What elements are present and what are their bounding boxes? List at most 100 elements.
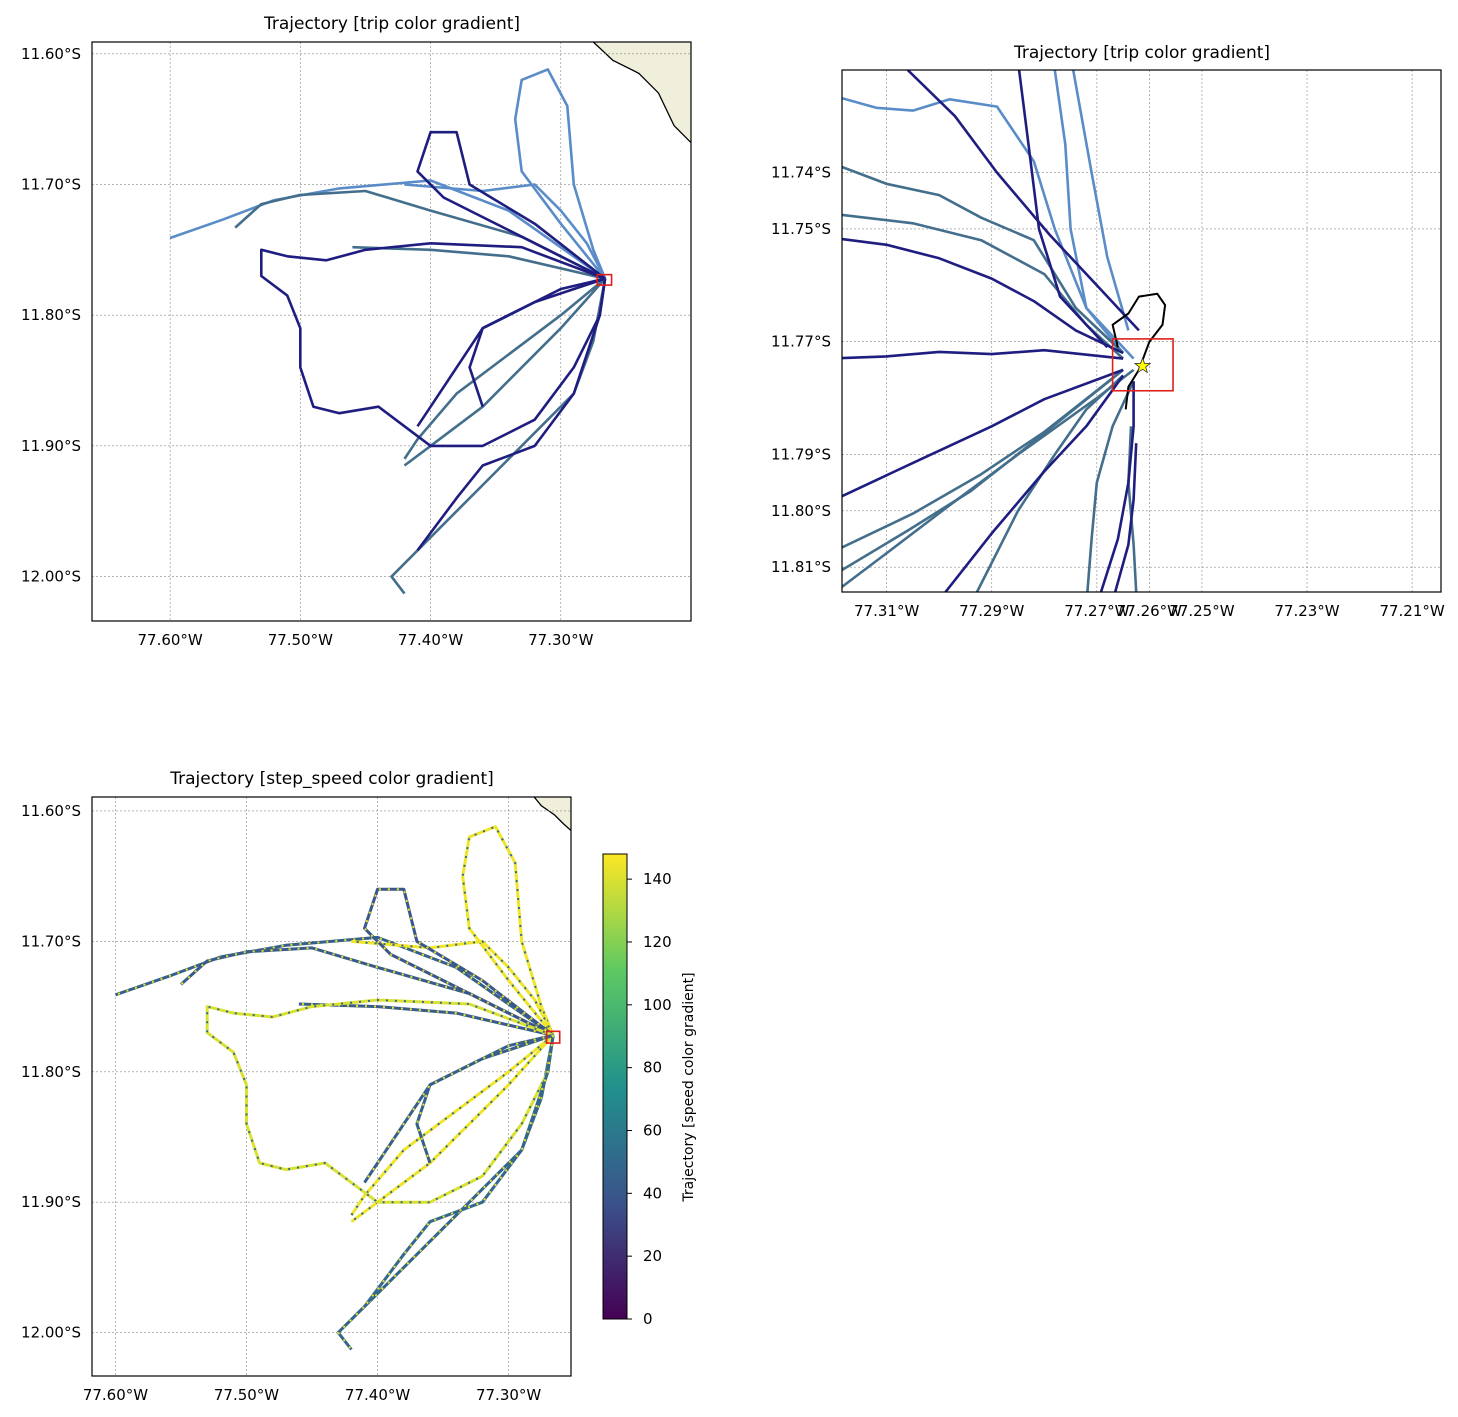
colorbar-tick-label: 80 bbox=[643, 1059, 662, 1077]
colorbar-tick-label: 100 bbox=[643, 996, 672, 1014]
trajectory-track bbox=[1111, 292, 1167, 410]
y-tick-label: 12.00°S bbox=[21, 568, 81, 586]
trajectory-track bbox=[1053, 70, 1135, 360]
y-tick-label: 11.60°S bbox=[21, 802, 81, 820]
trajectory-track bbox=[842, 237, 1124, 355]
x-tick-label: 77.40°W bbox=[398, 631, 463, 649]
trajectory-track bbox=[1071, 70, 1130, 331]
trajectory-track bbox=[842, 348, 1124, 360]
speed-colorbar: Trajectory [speed color gradient] 0 20 40 6… bbox=[602, 853, 697, 1328]
trajectory-track bbox=[1099, 381, 1135, 592]
highlight-box bbox=[545, 1030, 561, 1044]
x-tick-label: 77.27°W bbox=[1064, 602, 1129, 620]
plot-frame bbox=[91, 41, 692, 622]
trajectory-track bbox=[461, 825, 555, 1037]
plot-area bbox=[842, 70, 1441, 592]
y-tick-label: 11.75°S bbox=[771, 220, 831, 238]
trajectory-track bbox=[842, 96, 1125, 354]
plot-area bbox=[92, 797, 571, 1376]
y-tick-label: 11.70°S bbox=[21, 932, 81, 950]
y-tick-label: 11.77°S bbox=[771, 333, 831, 351]
y-tick-label: 11.79°S bbox=[771, 445, 831, 463]
trajectory-track bbox=[350, 1034, 555, 1217]
colorbar-tick-label: 40 bbox=[643, 1184, 662, 1202]
trajectory-track bbox=[944, 374, 1125, 592]
trajectory-track-speed-speckle bbox=[350, 1034, 554, 1216]
x-tick-label: 77.21°W bbox=[1379, 602, 1444, 620]
colorbar-gradient bbox=[602, 853, 628, 1320]
trajectory-track bbox=[260, 242, 607, 448]
colorbar-tick-label: 60 bbox=[643, 1121, 662, 1139]
trajectory-track-speed-speckle bbox=[363, 1035, 555, 1308]
x-tick-label: 77.60°W bbox=[83, 1386, 148, 1404]
colorbar-tick-label: 20 bbox=[643, 1247, 662, 1265]
y-tick-label: 11.70°S bbox=[21, 175, 81, 193]
trajectory-track-speed-speckle bbox=[350, 1034, 554, 1223]
y-tick-label: 11.80°S bbox=[21, 306, 81, 324]
land-mass bbox=[592, 42, 691, 144]
x-tick-label: 77.40°W bbox=[345, 1386, 410, 1404]
trajectory-track-speed-speckle bbox=[206, 998, 555, 1204]
colorbar-tick-label: 0 bbox=[643, 1310, 653, 1328]
panel-title: Trajectory [trip color gradient] bbox=[263, 14, 520, 34]
x-tick-label: 77.31°W bbox=[854, 602, 919, 620]
trajectory-track-speed-speckle bbox=[115, 936, 554, 1037]
trajectory-track-speed-speckle bbox=[351, 940, 555, 1036]
trajectory-track bbox=[350, 1034, 555, 1223]
trajectory-track bbox=[842, 165, 1124, 354]
x-tick-label: 77.50°W bbox=[268, 631, 333, 649]
colorbar-tick-label: 140 bbox=[643, 870, 672, 888]
panel-title: Trajectory [trip color gradient] bbox=[1013, 43, 1270, 63]
panel-title: Trajectory [step_speed color gradient] bbox=[169, 769, 494, 789]
y-tick-label: 11.74°S bbox=[771, 164, 831, 182]
trajectory-track bbox=[1017, 70, 1109, 349]
trajectory-track bbox=[403, 277, 607, 467]
highlight-box bbox=[1111, 338, 1174, 392]
trajectory-track bbox=[842, 368, 1124, 572]
colorbar-tick-label: 120 bbox=[643, 933, 672, 951]
y-tick-label: 12.00°S bbox=[21, 1324, 81, 1342]
trajectory-track bbox=[169, 179, 606, 280]
trajectory-track bbox=[906, 70, 1140, 332]
x-tick-label: 77.50°W bbox=[214, 1386, 279, 1404]
trajectory-panel-zoom: Trajectory [trip color gradient] 77.31°W… bbox=[771, 43, 1445, 620]
trajectory-track bbox=[842, 368, 1124, 498]
plot-frame bbox=[841, 69, 1442, 593]
x-tick-label: 77.25°W bbox=[1169, 602, 1234, 620]
x-tick-label: 77.30°W bbox=[528, 631, 593, 649]
trajectory-track bbox=[842, 368, 1124, 549]
trajectory-panel-speed: Trajectory [step_speed color gradient] 7… bbox=[21, 769, 572, 1404]
x-tick-label: 77.60°W bbox=[137, 631, 202, 649]
origin-star-icon bbox=[1133, 356, 1152, 374]
y-tick-label: 11.81°S bbox=[771, 558, 831, 576]
trajectory-track bbox=[1086, 380, 1135, 592]
plot-area bbox=[92, 42, 691, 621]
y-tick-label: 11.80°S bbox=[21, 1063, 81, 1081]
trajectory-track bbox=[363, 887, 555, 1037]
trajectory-track bbox=[1113, 443, 1138, 592]
trajectory-panel-overview: Trajectory [trip color gradient] 77.60°W… bbox=[21, 14, 692, 649]
trajectory-track-speed-speckle bbox=[363, 1034, 554, 1184]
trajectory-track bbox=[390, 278, 607, 595]
trajectory-track bbox=[363, 1035, 555, 1308]
trajectory-track bbox=[416, 130, 606, 280]
y-tick-label: 11.90°S bbox=[21, 1193, 81, 1211]
y-tick-label: 11.60°S bbox=[21, 45, 81, 63]
x-tick-label: 77.23°W bbox=[1274, 602, 1339, 620]
trajectory-track bbox=[416, 278, 607, 552]
trajectory-track bbox=[403, 277, 606, 460]
x-tick-label: 77.26°W bbox=[1117, 602, 1182, 620]
trajectory-track bbox=[404, 183, 607, 280]
plot-frame bbox=[91, 796, 572, 1377]
colorbar-label: Trajectory [speed color gradient] bbox=[681, 972, 697, 1202]
trajectory-track bbox=[975, 374, 1124, 592]
x-tick-label: 77.29°W bbox=[959, 602, 1024, 620]
y-tick-label: 11.80°S bbox=[771, 502, 831, 520]
y-tick-label: 11.90°S bbox=[21, 437, 81, 455]
trajectory-track bbox=[416, 277, 606, 428]
land-mass bbox=[533, 797, 571, 832]
trajectory-track bbox=[513, 68, 607, 280]
trajectory-track bbox=[336, 1035, 555, 1351]
x-tick-label: 77.30°W bbox=[476, 1386, 541, 1404]
